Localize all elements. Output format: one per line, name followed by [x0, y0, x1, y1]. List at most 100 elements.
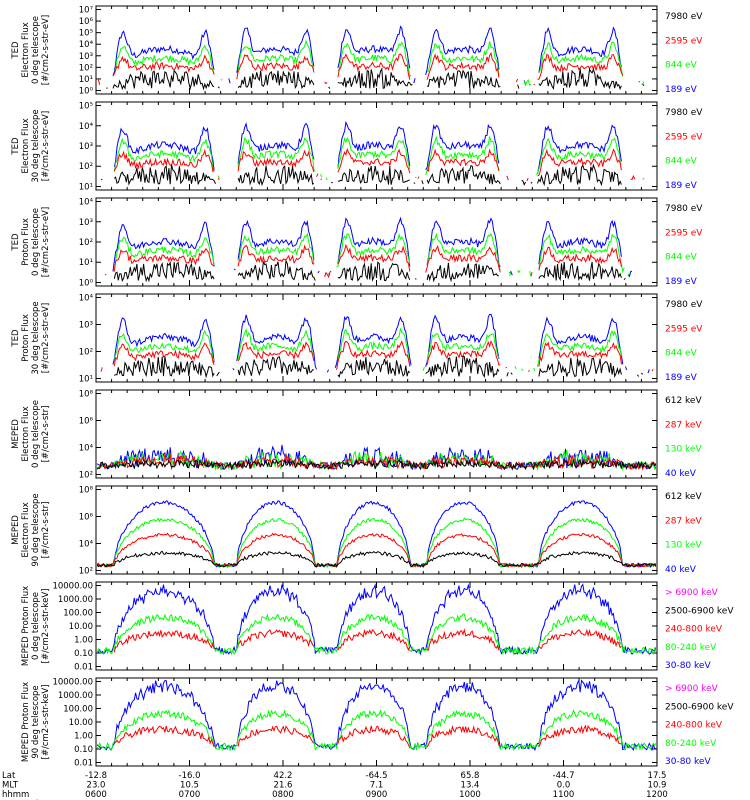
panel-frame	[95, 485, 658, 575]
series-trace-black	[114, 356, 656, 376]
y-tick-label: 1000.00	[58, 691, 93, 701]
panel-3: 10⁰ 10¹ 10² 10³ 10⁴ TED Proton Flux 0 deg teles…	[11, 197, 703, 288]
series-trace-blue	[97, 679, 656, 752]
y-tick-label: 10⁵	[79, 102, 93, 112]
x-tick-label: -44.7	[553, 771, 575, 781]
x-row-name: MLT	[2, 781, 19, 791]
y-tick-label: 10⁶	[79, 513, 94, 523]
x-tick-label: 10.5	[180, 781, 199, 791]
y-tick-label: 10⁷	[79, 6, 94, 16]
legend-entry: 240-800 keV	[665, 625, 723, 635]
panel-6: 10² 10⁴ 10⁶ 10⁸ MEPED Electron Flux 90 deg tel…	[11, 485, 702, 576]
series-trace-blue	[97, 500, 656, 568]
legend-entry: > 6900 keV	[665, 588, 719, 598]
y-axis-label: MEPED Proton Flux	[21, 586, 31, 666]
x-tick-label: 7.1	[370, 781, 384, 791]
y-axis-label: 0 deg telescope	[31, 400, 41, 468]
y-tick-label: 10²	[79, 566, 93, 576]
x-tick-label: 21.6	[274, 781, 293, 791]
panel-2: 10¹ 10² 10³ 10⁴ 10⁵ TED Electron Flux 30 deg te…	[11, 101, 703, 192]
y-tick-label: 10²	[79, 347, 93, 357]
legend-entry: 130 keV	[665, 445, 702, 455]
legend-entry: 30-80 keV	[665, 661, 711, 671]
y-tick-label: 10000.00	[52, 582, 93, 592]
y-axis-label: TED	[11, 233, 21, 252]
legend-entry: 612 keV	[665, 396, 702, 406]
y-axis-label: 0 deg telescope	[31, 592, 41, 660]
series-trace-black	[97, 550, 656, 569]
x-tick-label: -16.0	[179, 771, 201, 781]
y-tick-label: 10⁸	[79, 486, 94, 496]
x-tick-label: 42.2	[274, 771, 293, 781]
y-axis-label: TED	[11, 137, 21, 156]
panel-traces	[101, 122, 656, 184]
legend-entry: 287 keV	[665, 420, 702, 430]
y-tick-label: 1.00	[74, 731, 93, 741]
y-axis-label: Electron Flux	[21, 406, 31, 461]
y-axis-label: [#/cm2-s-str-keV]	[41, 685, 51, 760]
x-tick-label: 1100	[553, 790, 575, 800]
series-trace-blue	[113, 27, 639, 85]
y-tick-label: 1000.00	[58, 595, 93, 605]
panel-traces	[101, 314, 656, 376]
y-tick-label: 1.00	[74, 635, 93, 645]
legend-entry: 2595 eV	[665, 36, 703, 46]
legend-entry: 7980 eV	[665, 108, 703, 118]
panel-5: 10² 10⁴ 10⁶ 10⁸ MEPED Electron Flux 0 deg tele…	[11, 389, 702, 480]
y-axis-label: Proton Flux	[21, 314, 31, 362]
panel-8: 0.01 0.10 1.00 10.00 100.00 1000.00 10000.00 ME…	[21, 677, 734, 768]
y-axis-label: [#/cm2-s-str-eV]	[41, 15, 51, 85]
y-tick-label: 10.00	[69, 622, 93, 632]
y-tick-label: 10.00	[69, 718, 93, 728]
y-tick-label: 10²	[79, 63, 93, 73]
panel-traces	[97, 444, 656, 472]
y-axis-label: Electron Flux	[21, 118, 31, 173]
legend-entry: 189 eV	[665, 373, 698, 383]
y-tick-label: 10⁰	[79, 278, 94, 288]
legend-entry: 2500-6900 keV	[665, 606, 734, 616]
legend-entry: 2500-6900 keV	[665, 702, 734, 712]
x-tick-label: -12.8	[85, 771, 107, 781]
legend-entry: 40 keV	[665, 469, 697, 479]
legend-entry: 844 eV	[665, 157, 698, 167]
y-axis-label: MEPED Proton Flux	[21, 682, 31, 762]
y-tick-label: 0.01	[74, 758, 93, 768]
panel-traces	[97, 500, 656, 569]
y-tick-label: 10²	[79, 238, 93, 248]
x-row-name: hhmm	[2, 790, 29, 800]
panel-traces	[97, 27, 656, 89]
y-tick-label: 10⁶	[79, 417, 94, 427]
legend-entry: > 6900 keV	[665, 684, 719, 694]
y-tick-label: 10³	[79, 142, 93, 152]
legend-entry: 287 keV	[665, 516, 702, 526]
y-axis-label: [#/cm2-s-str-keV]	[41, 589, 51, 664]
x-tick-label: 0900	[366, 790, 388, 800]
y-tick-label: 10³	[79, 52, 93, 62]
y-axis-label: 30 deg telescope	[31, 109, 41, 182]
y-tick-label: 10⁴	[79, 539, 94, 549]
legend-entry: 7980 eV	[665, 12, 703, 22]
y-axis-label: 0 deg telescope	[31, 208, 41, 276]
y-tick-label: 10⁴	[79, 443, 94, 453]
y-tick-label: 0.01	[74, 662, 93, 672]
y-axis-label: Electron Flux	[21, 502, 31, 557]
y-tick-label: 10²	[79, 162, 93, 172]
y-axis-label: TED	[11, 329, 21, 348]
y-tick-label: 10⁴	[79, 40, 94, 50]
series-trace-red	[97, 532, 656, 569]
x-tick-label: 0600	[85, 790, 107, 800]
panel-traces	[105, 218, 655, 280]
y-axis-label: TED	[11, 41, 21, 60]
y-tick-label: 10⁴	[79, 198, 94, 208]
y-tick-label: 10⁴	[79, 122, 94, 132]
x-tick-label: 23.0	[87, 781, 106, 791]
y-axis-label: 90 deg telescope	[31, 685, 41, 758]
legend-entry: 240-800 keV	[665, 721, 723, 731]
x-tick-label: -64.5	[366, 771, 388, 781]
y-tick-label: 0.10	[74, 745, 93, 755]
y-tick-label: 10⁵	[79, 29, 93, 39]
series-trace-green	[97, 517, 656, 568]
y-tick-label: 10¹	[79, 182, 93, 192]
legend-entry: 844 eV	[665, 349, 698, 359]
